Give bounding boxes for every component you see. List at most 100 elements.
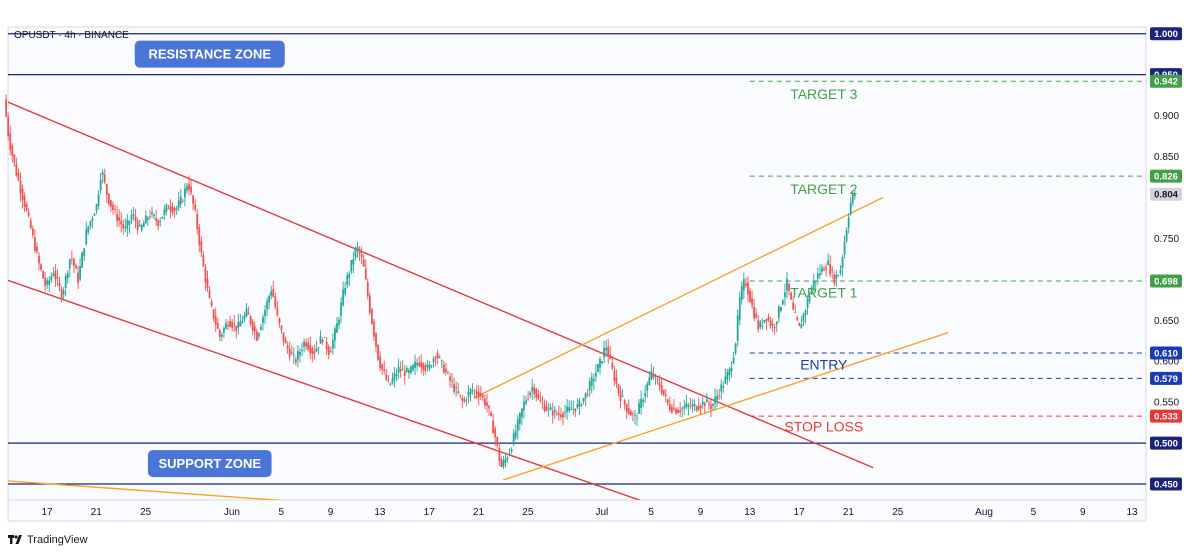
- candle: [837, 274, 840, 277]
- candle: [181, 198, 184, 203]
- candle: [239, 314, 242, 327]
- candle: [288, 341, 291, 361]
- candle: [691, 399, 694, 413]
- candle-body: [816, 273, 819, 279]
- candle: [348, 270, 351, 287]
- candle: [52, 267, 55, 277]
- candle: [697, 398, 700, 411]
- candle-body: [673, 407, 675, 409]
- candle-body: [484, 398, 486, 406]
- candle-body: [181, 200, 184, 202]
- candle: [512, 429, 515, 447]
- old-support-trendline: [8, 480, 282, 500]
- candle-body: [440, 360, 443, 361]
- candle: [839, 265, 842, 276]
- candle: [712, 403, 714, 411]
- time-tick-label: 13: [1126, 507, 1138, 518]
- candle: [753, 298, 756, 321]
- candle: [33, 229, 36, 253]
- candle-body: [179, 196, 182, 205]
- candle-body: [531, 387, 534, 392]
- candle-body: [549, 407, 552, 411]
- candle: [198, 223, 201, 253]
- candle-body: [218, 329, 221, 338]
- candle: [434, 355, 437, 367]
- candle-body: [488, 405, 490, 409]
- candle: [597, 363, 599, 373]
- candle: [278, 317, 281, 328]
- candle: [708, 400, 710, 411]
- candle-body: [722, 385, 725, 388]
- candle-body: [508, 453, 511, 456]
- candle-body: [186, 186, 188, 191]
- time-tick-label: Jul: [595, 507, 608, 518]
- candle-body: [262, 317, 264, 324]
- candle: [761, 317, 764, 330]
- candle: [664, 389, 667, 403]
- candle: [486, 393, 488, 413]
- candle-body: [636, 417, 638, 419]
- candle-body: [463, 399, 466, 402]
- candle: [214, 307, 217, 332]
- candle-body: [800, 324, 803, 329]
- candle-body: [327, 346, 330, 355]
- candle-body: [264, 309, 266, 317]
- tradingview-logo-icon[interactable]: [8, 533, 22, 547]
- candle: [247, 306, 250, 315]
- candle: [732, 351, 735, 365]
- candle-body: [662, 389, 665, 395]
- candle-body: [245, 308, 248, 317]
- candle-body: [710, 404, 712, 409]
- candle-body: [336, 323, 338, 333]
- candle: [253, 321, 256, 340]
- candle: [710, 398, 712, 418]
- candle: [105, 183, 108, 203]
- candle-body: [70, 258, 73, 260]
- candle: [578, 398, 581, 415]
- candle-body: [81, 252, 84, 268]
- candle-body: [769, 320, 772, 327]
- tradingview-brand[interactable]: TradingView: [27, 534, 88, 546]
- support-bottom-price-badge: 0.450: [1150, 477, 1182, 491]
- candle: [9, 125, 12, 156]
- candle-body: [284, 339, 287, 344]
- entry-bottom-badge-bg: [1150, 371, 1182, 385]
- candle-body: [151, 212, 153, 215]
- candle: [693, 399, 696, 411]
- candle-body: [607, 346, 610, 358]
- candle: [705, 393, 708, 403]
- candle-body: [533, 387, 536, 394]
- candle: [356, 241, 359, 259]
- candle-body: [138, 225, 141, 227]
- candle-body: [687, 404, 690, 407]
- candle-body: [734, 343, 737, 354]
- candle-body: [814, 280, 817, 283]
- time-tick-label: 5: [1031, 507, 1037, 518]
- candle-body: [523, 401, 525, 411]
- candle: [609, 346, 612, 360]
- candle-body: [21, 188, 24, 201]
- candle-body: [177, 200, 180, 208]
- time-tick-label: 9: [698, 507, 704, 518]
- candle-body: [642, 399, 645, 403]
- candle: [679, 402, 682, 417]
- candle: [496, 436, 499, 449]
- candle: [747, 276, 749, 302]
- candle-body: [465, 399, 468, 401]
- candle: [19, 172, 22, 202]
- candle: [412, 363, 414, 372]
- support-top-badge-label: 0.500: [1154, 438, 1178, 449]
- candle: [449, 372, 451, 388]
- resistance-zone-label-pill: [134, 40, 285, 68]
- candle-body: [208, 290, 211, 299]
- candle: [658, 374, 661, 392]
- candle-body: [11, 145, 14, 156]
- candle: [147, 216, 149, 226]
- candle-body: [403, 371, 406, 376]
- candle: [800, 316, 803, 329]
- candle: [212, 308, 215, 322]
- candle: [568, 400, 571, 414]
- candle-body: [498, 448, 501, 461]
- rising-lower-trendline: [502, 331, 949, 481]
